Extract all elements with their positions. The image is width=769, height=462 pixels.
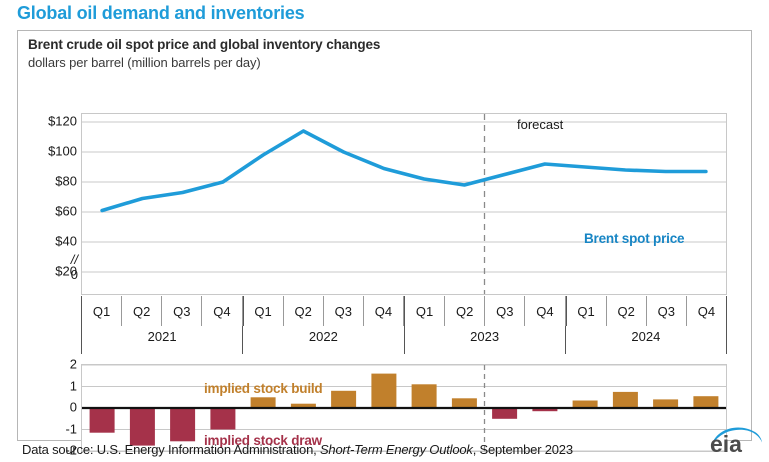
- quarter-label: Q1: [81, 296, 123, 326]
- quarter-label: Q4: [364, 296, 404, 326]
- inventory-bar: [693, 396, 719, 408]
- quarter-label: Q1: [242, 296, 284, 326]
- inventory-bar: [331, 390, 357, 408]
- inventory-bar: [210, 408, 236, 430]
- inventory-bar: [290, 403, 316, 408]
- price-plot-area: [81, 113, 727, 295]
- eia-logo-text: eia: [710, 431, 742, 457]
- year-label: 2021: [81, 326, 244, 354]
- price-y-tick-0: 0: [70, 267, 78, 282]
- chart-title: Brent crude oil spot price and global in…: [28, 37, 381, 52]
- price-y-tick-120: $120: [48, 113, 77, 129]
- inventory-bar: [612, 391, 638, 408]
- quarter-label: Q1: [565, 296, 607, 326]
- inventory-y-tick-2: 2: [69, 356, 77, 372]
- series-label-brent-spot-price: Brent spot price: [584, 231, 685, 246]
- quarter-year-axis: Q1 Q2 Q3 Q4 Q1 Q2 Q3 Q4 Q1 Q2 Q3 Q4 Q1 Q2 Q3 Q4 2021 202…: [81, 296, 727, 354]
- eia-logo: eia: [710, 427, 762, 457]
- annotation-implied-stock-draw: implied stock draw: [204, 433, 322, 448]
- inventory-y-axis-labels: -2 -1 0 1 2: [18, 357, 77, 458]
- inventory-bar: [250, 397, 276, 409]
- inventory-bar: [572, 400, 598, 408]
- inventory-bar: [170, 408, 196, 442]
- brent-price-line: [100, 129, 708, 213]
- page-title: Global oil demand and inventories: [17, 3, 305, 23]
- quarter-label: Q2: [122, 296, 163, 326]
- year-label: 2023: [405, 326, 566, 354]
- chart-card: Brent crude oil spot price and global in…: [17, 30, 753, 458]
- quarter-label: Q3: [162, 296, 203, 326]
- inventory-bar: [411, 384, 437, 408]
- price-y-tick-60: $60: [55, 203, 77, 219]
- price-line-series: [82, 114, 726, 294]
- inventory-y-tick-0: 0: [69, 399, 77, 415]
- data-source-publication: Short-Term Energy Outlook: [319, 442, 473, 457]
- quarter-label: Q2: [445, 296, 486, 326]
- inventory-bar: [129, 408, 155, 446]
- footer: Data source: U.S. Energy Information Adm…: [17, 427, 769, 462]
- quarter-label: Q2: [607, 296, 647, 326]
- inventory-y-tick--1: -1: [65, 421, 77, 436]
- price-line-chart: $20 $40 $60 $80 $100 $120 // 0 forecast Brent…: [18, 79, 753, 303]
- quarter-label: Q4: [525, 296, 566, 326]
- inventory-bar: [451, 398, 477, 408]
- quarter-label: Q2: [284, 296, 324, 326]
- inventory-bar-chart: -2 -1 0 1 2: [18, 357, 753, 459]
- price-y-tick-80: $80: [55, 173, 77, 189]
- quarter-label: Q3: [647, 296, 687, 326]
- price-y-tick-40: $40: [55, 233, 77, 249]
- data-source-text: Data source: U.S. Energy Information Adm…: [22, 442, 573, 457]
- quarter-label: Q4: [687, 296, 727, 326]
- inventory-y-tick--2: -2: [65, 442, 77, 458]
- year-label-row: 2021 2022 2023 2024: [81, 326, 727, 354]
- price-y-tick-20: $20: [55, 263, 77, 279]
- inventory-bar: [653, 399, 679, 408]
- inventory-y-tick-1: 1: [69, 378, 77, 393]
- quarter-label: Q4: [202, 296, 243, 326]
- quarter-label: Q3: [324, 296, 364, 326]
- inventory-bar: [371, 373, 397, 408]
- inventory-plot-area: [81, 364, 727, 452]
- year-label: 2024: [566, 326, 727, 354]
- inventory-bar: [492, 408, 518, 419]
- axis-break-icon: //: [70, 252, 78, 267]
- price-y-tick-100: $100: [48, 143, 77, 159]
- quarter-label-row: Q1 Q2 Q3 Q4 Q1 Q2 Q3 Q4 Q1 Q2 Q3 Q4 Q1 Q2 Q3 Q4: [81, 296, 727, 326]
- annotation-implied-stock-build: implied stock build: [204, 381, 323, 396]
- year-label: 2022: [243, 326, 405, 354]
- price-y-axis-labels: $20 $40 $60 $80 $100 $120: [18, 113, 77, 295]
- chart-subtitle: dollars per barrel (million barrels per …: [28, 55, 261, 70]
- inventory-bar-series: [82, 365, 726, 451]
- inventory-bar: [89, 408, 115, 433]
- quarter-label: Q1: [404, 296, 446, 326]
- quarter-label: Q3: [485, 296, 526, 326]
- forecast-label: forecast: [517, 117, 564, 132]
- inventory-bar: [532, 408, 558, 412]
